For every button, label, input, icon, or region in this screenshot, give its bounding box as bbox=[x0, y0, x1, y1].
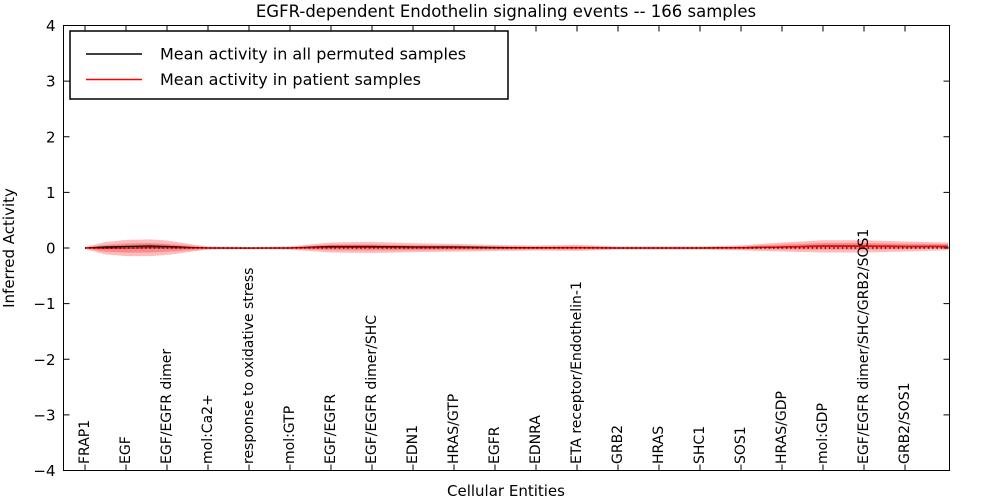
x-tick-label: FRAP1 bbox=[77, 420, 93, 464]
x-tick-label: HRAS/GDP bbox=[774, 391, 790, 464]
y-tick-label: −1 bbox=[33, 295, 55, 313]
x-tick-label: SHC1 bbox=[692, 426, 708, 464]
legend-label: Mean activity in patient samples bbox=[160, 70, 421, 89]
x-tick-label: mol:GTP bbox=[282, 406, 298, 464]
y-tick-label: −2 bbox=[33, 351, 55, 369]
x-tick-label: EGF/EGFR dimer/SHC bbox=[364, 315, 380, 464]
x-tick-label: GRB2 bbox=[610, 425, 626, 464]
x-tick-label: response to oxidative stress bbox=[241, 268, 257, 464]
x-tick-label: HRAS bbox=[651, 426, 667, 464]
tick-labels-layer: 4 3 2 1 0 −1 −2 −3 −4 FRAP1 EGF EGF/EGFR dimer mol:C… bbox=[33, 17, 913, 480]
legend-label: Mean activity in all permuted samples bbox=[160, 45, 466, 64]
y-tick-label: 0 bbox=[46, 240, 56, 258]
x-axis-label: Cellular Entities bbox=[447, 482, 565, 500]
y-tick-label: 2 bbox=[46, 128, 56, 146]
x-tick-label: mol:Ca2+ bbox=[200, 394, 216, 464]
x-tick-label: EGF bbox=[118, 436, 134, 464]
x-tick-label: SOS1 bbox=[733, 426, 749, 464]
x-tick-label: mol:GDP bbox=[815, 403, 831, 464]
x-tick-label: EGF/EGFR dimer bbox=[159, 349, 175, 464]
y-axis-label: Inferred Activity bbox=[0, 188, 18, 308]
lines-layer bbox=[84, 245, 950, 249]
y-tick-label: −4 bbox=[33, 462, 55, 480]
x-tick-label: EGFR bbox=[487, 426, 503, 464]
y-tick-label: −3 bbox=[33, 406, 55, 424]
x-tick-label: HRAS/GTP bbox=[446, 394, 462, 464]
x-tick-label: EDNRA bbox=[528, 415, 544, 464]
chart-title: EGFR-dependent Endothelin signaling even… bbox=[256, 2, 756, 21]
x-tick-label: EDN1 bbox=[405, 425, 421, 464]
legend: Mean activity in all permuted samples Mea… bbox=[69, 30, 509, 100]
legend-box bbox=[69, 30, 509, 100]
x-tick-label: GRB2/SOS1 bbox=[897, 382, 913, 464]
y-tick-label: 1 bbox=[46, 184, 56, 202]
x-tick-label: EGF/EGFR bbox=[323, 394, 339, 464]
y-tick-label: 4 bbox=[46, 17, 56, 35]
x-tick-label: ETA receptor/Endothelin-1 bbox=[569, 281, 585, 464]
x-tick-label: EGF/EGFR dimer/SHC/GRB2/SOS1 bbox=[856, 229, 872, 464]
y-tick-label: 3 bbox=[46, 73, 56, 91]
